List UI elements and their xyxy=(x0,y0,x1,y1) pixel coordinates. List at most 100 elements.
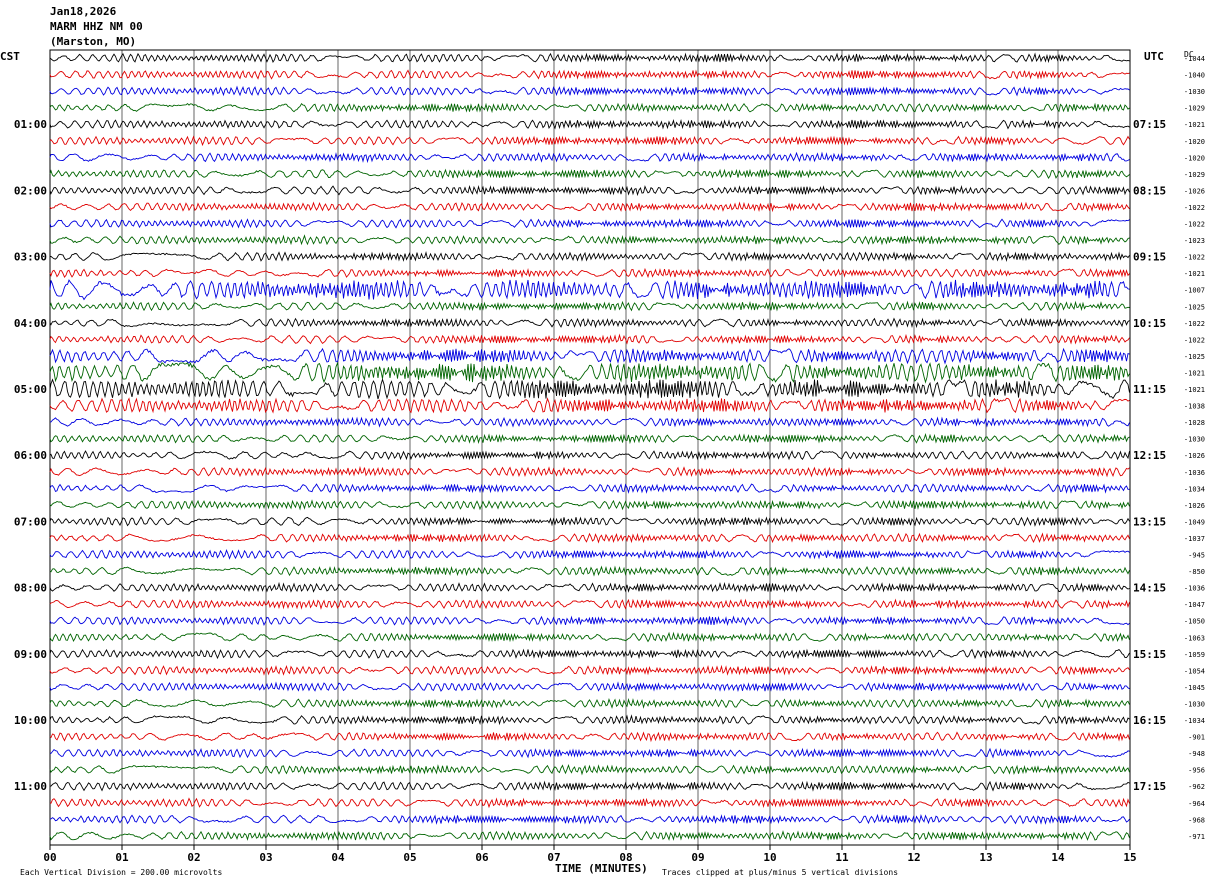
seismic-trace xyxy=(49,377,1130,400)
seismic-trace xyxy=(49,797,1130,809)
seismic-trace xyxy=(49,52,1130,64)
seismic-trace xyxy=(49,279,1130,301)
right-hour-label: 14:15 xyxy=(1133,582,1166,595)
dc-offset-label: -1026 xyxy=(1184,187,1205,195)
dc-offset-label: -1022 xyxy=(1184,336,1205,344)
x-tick-label: 12 xyxy=(907,851,920,864)
dc-offset-label: -1047 xyxy=(1184,601,1205,609)
dc-offset-label: -1023 xyxy=(1184,237,1205,245)
x-axis-label: TIME (MINUTES) xyxy=(555,862,648,875)
seismic-trace xyxy=(49,432,1130,445)
right-hour-label: 15:15 xyxy=(1133,648,1166,661)
seismic-trace xyxy=(49,516,1130,527)
dc-offset-label: -945 xyxy=(1188,552,1205,560)
seismic-trace xyxy=(49,664,1130,676)
left-hour-label: 09:00 xyxy=(14,648,47,661)
dc-offset-label: -1021 xyxy=(1184,386,1205,394)
seismic-trace xyxy=(49,201,1130,213)
right-hour-label: 09:15 xyxy=(1133,251,1166,264)
dc-offset-label: -1054 xyxy=(1184,667,1205,675)
dc-label: DC xyxy=(1184,50,1194,59)
seismic-trace xyxy=(49,267,1130,279)
x-tick-label: 00 xyxy=(43,851,56,864)
seismic-trace xyxy=(49,397,1130,414)
right-hour-label: 16:15 xyxy=(1133,714,1166,727)
x-tick-label: 05 xyxy=(403,851,416,864)
dc-offset-label: -850 xyxy=(1188,568,1205,576)
dc-offset-label: -962 xyxy=(1188,783,1205,791)
dc-offset-label: -956 xyxy=(1188,767,1205,775)
left-hour-label: 08:00 xyxy=(14,582,47,595)
left-hour-label: 07:00 xyxy=(14,515,47,528)
left-hour-label: 01:00 xyxy=(14,118,47,131)
footer-clip-note: Traces clipped at plus/minus 5 vertical … xyxy=(662,868,899,877)
dc-offset-label: -964 xyxy=(1188,800,1205,808)
plot-frame xyxy=(49,49,1131,846)
seismic-trace xyxy=(49,747,1130,759)
seismic-trace xyxy=(49,483,1130,494)
dc-offset-label: -1045 xyxy=(1184,684,1205,692)
seismic-trace xyxy=(49,780,1130,792)
dc-offset-label: -1029 xyxy=(1184,171,1205,179)
dc-offset-label: -1063 xyxy=(1184,634,1205,642)
seismic-trace xyxy=(49,416,1130,428)
seismic-trace xyxy=(49,333,1130,345)
dc-offset-label: -1021 xyxy=(1184,270,1205,278)
seismic-trace xyxy=(49,85,1130,97)
dc-offset-label: -1030 xyxy=(1184,700,1205,708)
seismic-trace xyxy=(49,317,1130,329)
seismic-trace xyxy=(49,813,1130,825)
dc-offset-label: -1022 xyxy=(1184,204,1205,212)
dc-offset-label: -1022 xyxy=(1184,254,1205,262)
dc-offset-label: -1021 xyxy=(1184,369,1205,377)
seismic-trace xyxy=(49,102,1130,114)
left-hour-label: 05:00 xyxy=(14,383,47,396)
dc-offset-label: -1037 xyxy=(1184,535,1205,543)
x-tick-label: 09 xyxy=(691,851,704,864)
seismic-trace xyxy=(49,300,1130,312)
seismic-trace xyxy=(49,218,1130,229)
dc-offset-label: -948 xyxy=(1188,750,1205,758)
seismic-trace xyxy=(49,361,1130,384)
seismic-trace xyxy=(49,830,1130,842)
seismic-trace xyxy=(49,499,1130,511)
left-hour-label: 04:00 xyxy=(14,317,47,330)
dc-offset-label: -1022 xyxy=(1184,221,1205,229)
seismic-trace xyxy=(49,714,1130,726)
seismic-trace xyxy=(49,697,1130,709)
dc-offset-label: -1030 xyxy=(1184,88,1205,96)
seismic-trace xyxy=(49,615,1130,627)
seismic-trace xyxy=(49,631,1130,643)
right-hour-label: 07:15 xyxy=(1133,118,1166,131)
dc-offset-label: -1038 xyxy=(1184,403,1205,411)
seismic-trace xyxy=(49,168,1130,180)
seismic-trace xyxy=(49,151,1130,164)
left-hour-label: 02:00 xyxy=(14,184,47,197)
right-hour-label: 12:15 xyxy=(1133,449,1166,462)
dc-offset-label: -1026 xyxy=(1184,502,1205,510)
dc-offset-label: -1028 xyxy=(1184,419,1205,427)
seismic-trace xyxy=(49,118,1130,130)
left-hour-label: 06:00 xyxy=(14,449,47,462)
dc-offset-label: -1034 xyxy=(1184,717,1205,725)
seismic-trace xyxy=(49,764,1130,776)
seismic-trace xyxy=(49,450,1130,461)
footer-scale-note: Each Vertical Division = 200.00 microvol… xyxy=(20,868,223,877)
dc-offset-label: -901 xyxy=(1188,734,1205,742)
seismic-trace xyxy=(49,532,1130,544)
right-hour-label: 11:15 xyxy=(1133,383,1166,396)
dc-offset-label: -1022 xyxy=(1184,320,1205,328)
left-timezone: CST xyxy=(0,50,20,63)
x-tick-label: 07 xyxy=(547,851,560,864)
seismic-trace xyxy=(49,234,1130,246)
dc-offset-label: -1026 xyxy=(1184,452,1205,460)
dc-offset-label: -1034 xyxy=(1184,485,1205,493)
dc-offset-label: -1044 xyxy=(1184,55,1205,63)
dc-offset-label: -1050 xyxy=(1184,618,1205,626)
x-tick-label: 01 xyxy=(115,851,129,864)
x-tick-label: 03 xyxy=(259,851,272,864)
seismic-trace xyxy=(49,135,1130,147)
seismic-trace xyxy=(49,648,1130,660)
plot-date: Jan18,2026 xyxy=(50,5,117,18)
